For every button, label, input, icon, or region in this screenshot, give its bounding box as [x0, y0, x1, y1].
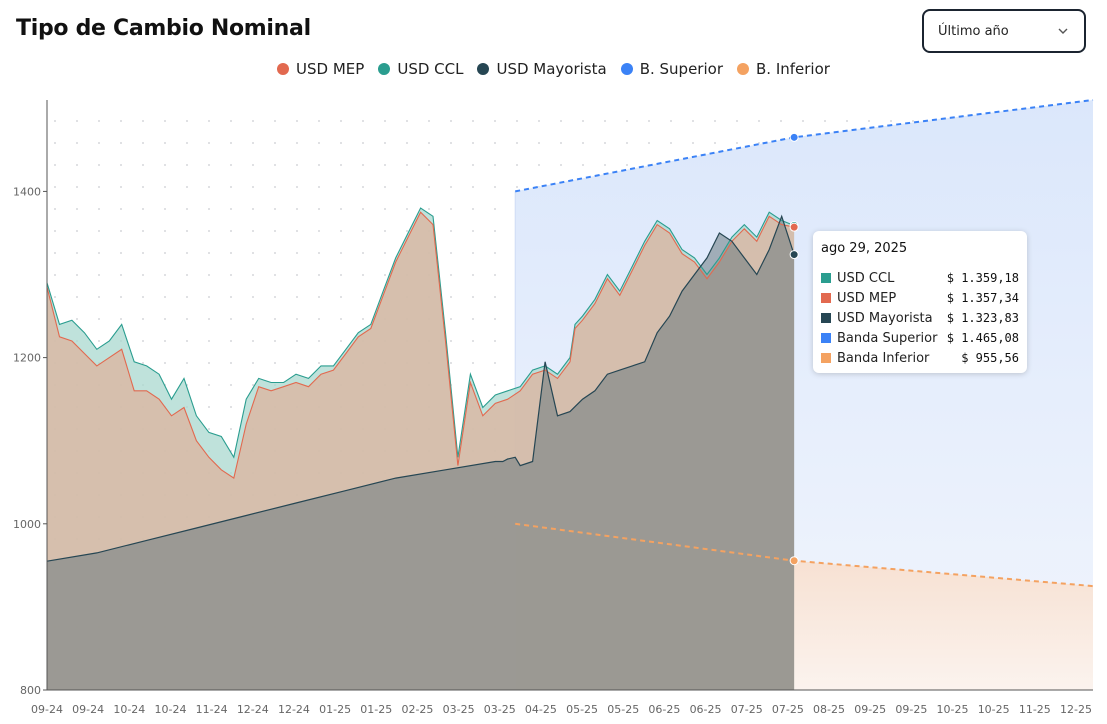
x-tick-label: 12-24: [278, 703, 310, 716]
marker-usd-mep: [789, 222, 799, 232]
x-tick-label: 10-24: [154, 703, 186, 716]
x-tick-label: 01-25: [319, 703, 351, 716]
legend-item-b-inferior[interactable]: B. Inferior: [737, 60, 830, 78]
tooltip-row-banda-inferior: Banda Inferior $ 955,56: [821, 348, 1019, 368]
tooltip-row-usd-mep: USD MEP $ 1.357,34: [821, 288, 1019, 308]
legend-item-usd-ccl[interactable]: USD CCL: [378, 60, 463, 78]
tooltip-swatch: [821, 333, 831, 343]
tooltip-swatch: [821, 313, 831, 323]
tooltip-series-name: USD MEP: [837, 290, 897, 306]
period-select[interactable]: Último año: [922, 9, 1086, 53]
period-select-value: Último año: [938, 23, 1009, 39]
chart-tooltip: ago 29, 2025 USD CCL $ 1.359,18 USD MEP …: [813, 231, 1027, 373]
tooltip-date: ago 29, 2025: [821, 241, 908, 256]
y-tick-label: 1200: [13, 352, 41, 365]
usd-mep-line: [46, 211, 795, 479]
legend-label: USD Mayorista: [496, 60, 607, 78]
x-tick-label: 03-25: [443, 703, 475, 716]
x-tick-label: 04-25: [525, 703, 557, 716]
tooltip-series-value: $ 955,56: [961, 351, 1019, 365]
page-title: Tipo de Cambio Nominal: [16, 16, 311, 41]
tooltip-swatch: [821, 353, 831, 363]
x-tick-label: 06-25: [690, 703, 722, 716]
x-tick-label: 11-25: [1019, 703, 1051, 716]
usd-ccl-line: [46, 207, 795, 459]
x-tick-label: 12-25: [1060, 703, 1092, 716]
x-tick-label: 08-25: [813, 703, 845, 716]
x-tick-label: 10-24: [113, 703, 145, 716]
x-tick-label: 03-25: [484, 703, 516, 716]
legend-dot-b-inferior: [737, 63, 749, 75]
tooltip-row-banda-superior: Banda Superior $ 1.465,08: [821, 328, 1019, 348]
x-tick-label: 02-25: [401, 703, 433, 716]
tooltip-swatch: [821, 273, 831, 283]
x-tick-label: 09-24: [72, 703, 104, 716]
chevron-down-icon: [1058, 28, 1068, 34]
marker-usd-mayorista: [789, 250, 799, 260]
usd-mayorista-area: [47, 216, 795, 691]
x-tick-label: 05-25: [607, 703, 639, 716]
legend-item-b-superior[interactable]: B. Superior: [620, 60, 723, 78]
legend-label: B. Superior: [639, 60, 723, 78]
tooltip-series-name: Banda Superior: [837, 330, 938, 346]
y-tick-label: 800: [20, 684, 41, 697]
x-tick-label: 10-25: [937, 703, 969, 716]
y-tick-label: 1400: [13, 185, 41, 198]
x-tick-label: 07-25: [731, 703, 763, 716]
x-tick-label: 07-25: [772, 703, 804, 716]
tooltip-row-usd-ccl: USD CCL $ 1.359,18: [821, 268, 1019, 288]
x-tick-label: 09-25: [854, 703, 886, 716]
marker-b-inferior: [789, 556, 799, 566]
legend-item-usd-mep[interactable]: USD MEP: [277, 60, 364, 78]
x-tick-label: 11-24: [196, 703, 228, 716]
tooltip-series-name: Banda Inferior: [837, 350, 930, 366]
x-tick-label: 01-25: [360, 703, 392, 716]
legend-dot-usd-ccl: [378, 63, 391, 75]
x-tick-label: 10-25: [978, 703, 1010, 716]
tooltip-series-value: $ 1.357,34: [946, 291, 1019, 305]
legend-dot-usd-mep: [277, 63, 290, 75]
x-tick-label: 06-25: [648, 703, 680, 716]
chart-legend: USD MEP USD CCL USD Mayorista B. Superio…: [0, 60, 1107, 78]
x-tick-label: 09-24: [31, 703, 63, 716]
tooltip-series-value: $ 1.359,18: [946, 271, 1019, 285]
tooltip-series-name: USD CCL: [837, 270, 895, 286]
legend-label: USD CCL: [397, 60, 464, 78]
tooltip-swatch: [821, 293, 831, 303]
legend-dot-usd-mayorista: [477, 63, 490, 75]
usd-mayorista-line: [46, 214, 795, 562]
marker-b-superior: [789, 132, 799, 142]
legend-dot-b-superior: [620, 63, 633, 75]
legend-label: USD MEP: [296, 60, 365, 78]
x-tick-label: 09-25: [895, 703, 927, 716]
tooltip-series-name: USD Mayorista: [837, 310, 933, 326]
tooltip-row-usd-mayorista: USD Mayorista $ 1.323,83: [821, 308, 1019, 328]
legend-item-usd-mayorista[interactable]: USD Mayorista: [477, 60, 607, 78]
tooltip-series-value: $ 1.323,83: [946, 311, 1019, 325]
band-superior-line: [515, 99, 1094, 193]
legend-label: B. Inferior: [756, 60, 830, 78]
y-tick-label: 1000: [13, 518, 41, 531]
tooltip-series-value: $ 1.465,08: [946, 331, 1019, 345]
x-tick-label: 12-24: [237, 703, 269, 716]
x-tick-label: 05-25: [566, 703, 598, 716]
